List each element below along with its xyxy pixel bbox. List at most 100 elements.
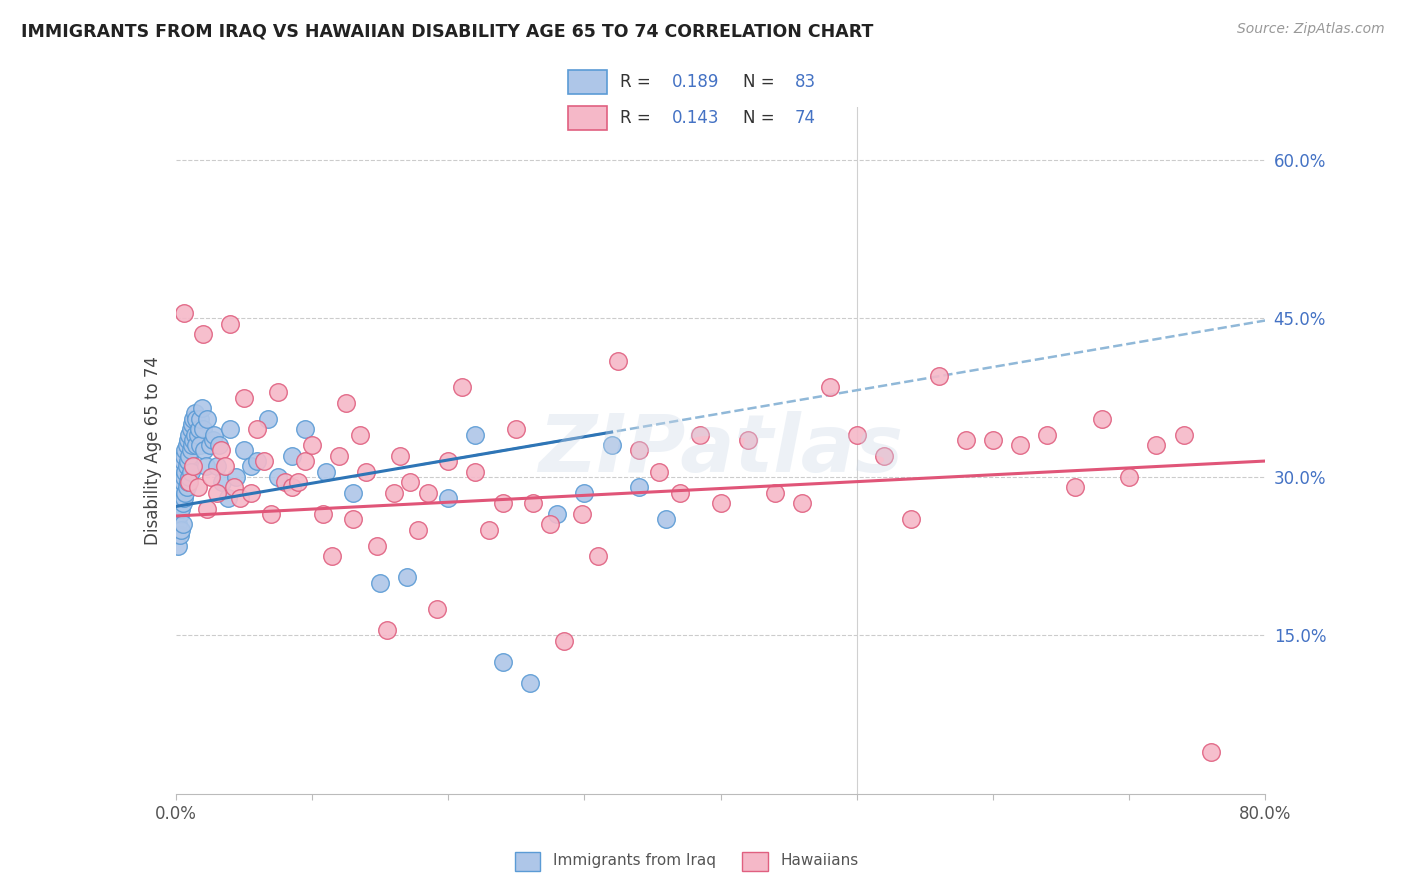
Point [190, 401, 212, 416]
Point [166, 485, 188, 500]
Point [737, 433, 759, 447]
Point [181, 438, 204, 452]
Point [224, 480, 246, 494]
Point [586, 549, 609, 563]
Text: Immigrants from Iraq: Immigrants from Iraq [553, 854, 716, 868]
Point [1063, 480, 1085, 494]
Point [1199, 745, 1222, 759]
Point [416, 485, 439, 500]
Point [176, 480, 198, 494]
Point [1173, 427, 1195, 442]
Point [173, 306, 195, 320]
Point [208, 438, 231, 452]
Point [312, 507, 335, 521]
Point [342, 512, 364, 526]
Point [176, 438, 198, 452]
Point [211, 475, 233, 490]
Point [600, 438, 623, 452]
Point [232, 443, 254, 458]
FancyBboxPatch shape [515, 852, 540, 871]
Point [172, 454, 194, 468]
Text: 0.143: 0.143 [672, 109, 720, 128]
Point [186, 480, 209, 494]
Point [356, 465, 378, 479]
Point [184, 427, 207, 442]
Point [179, 470, 201, 484]
Point [173, 449, 195, 463]
Point [167, 480, 190, 494]
Point [315, 465, 337, 479]
Point [205, 459, 228, 474]
Point [267, 385, 290, 400]
Text: R =: R = [620, 109, 657, 128]
Point [186, 438, 208, 452]
Point [792, 496, 814, 510]
Text: ZIPatlas: ZIPatlas [538, 411, 903, 490]
Point [166, 507, 188, 521]
Point [574, 485, 596, 500]
Point [179, 475, 201, 490]
Point [648, 465, 671, 479]
Point [426, 602, 449, 616]
Text: 0.189: 0.189 [672, 73, 718, 91]
FancyBboxPatch shape [568, 70, 607, 95]
Point [845, 427, 868, 442]
Point [191, 327, 214, 342]
Point [294, 422, 316, 436]
Point [180, 422, 202, 436]
Point [177, 475, 200, 490]
Point [200, 470, 222, 484]
Point [253, 454, 276, 468]
Point [280, 449, 302, 463]
Point [294, 454, 316, 468]
Point [180, 465, 202, 479]
Text: IMMIGRANTS FROM IRAQ VS HAWAIIAN DISABILITY AGE 65 TO 74 CORRELATION CHART: IMMIGRANTS FROM IRAQ VS HAWAIIAN DISABIL… [21, 22, 873, 40]
Point [437, 454, 460, 468]
Point [375, 623, 398, 637]
Point [464, 427, 486, 442]
Point [179, 427, 201, 442]
Point [172, 496, 194, 510]
Point [198, 438, 221, 452]
Point [655, 512, 678, 526]
Point [174, 465, 197, 479]
Point [900, 512, 922, 526]
Point [174, 443, 197, 458]
Point [193, 443, 215, 458]
Point [519, 676, 541, 690]
Point [172, 475, 194, 490]
Point [201, 433, 224, 447]
Point [219, 317, 242, 331]
Point [173, 470, 195, 484]
Point [546, 507, 568, 521]
Text: N =: N = [742, 73, 780, 91]
Point [186, 427, 209, 442]
Point [478, 523, 501, 537]
Point [239, 459, 262, 474]
Point [174, 485, 197, 500]
Point [627, 480, 650, 494]
Point [169, 507, 191, 521]
Point [170, 480, 193, 494]
Point [205, 485, 228, 500]
Point [246, 422, 269, 436]
Point [169, 528, 191, 542]
Point [301, 438, 323, 452]
Point [505, 422, 527, 436]
Point [186, 411, 208, 425]
Point [335, 396, 357, 410]
FancyBboxPatch shape [568, 106, 607, 130]
Point [1144, 438, 1167, 452]
Point [173, 491, 195, 505]
Point [492, 496, 515, 510]
Point [177, 454, 200, 468]
Point [553, 633, 575, 648]
Point [1118, 470, 1140, 484]
Point [260, 507, 283, 521]
Point [689, 427, 711, 442]
Point [202, 427, 225, 442]
Point [176, 459, 198, 474]
FancyBboxPatch shape [742, 852, 768, 871]
Point [172, 517, 194, 532]
Point [183, 411, 205, 425]
